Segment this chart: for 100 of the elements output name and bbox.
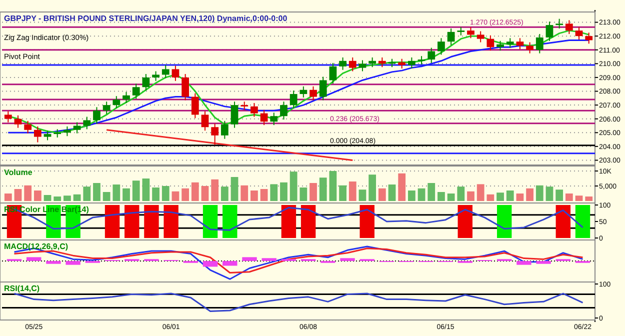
candlestick [536, 34, 544, 54]
candlestick [270, 112, 278, 126]
bar [280, 182, 288, 201]
candlestick [378, 56, 386, 68]
candlestick [358, 60, 366, 72]
bar [14, 189, 22, 201]
candlestick [182, 74, 190, 101]
chart-title: Volume [4, 168, 33, 177]
bar [122, 188, 130, 201]
bar [240, 185, 248, 201]
bar [112, 184, 120, 201]
bar [516, 194, 524, 201]
candlestick [73, 122, 81, 134]
candlestick [398, 58, 406, 69]
bar [73, 194, 81, 201]
bar [565, 194, 573, 201]
candlestick [556, 18, 564, 29]
bar [250, 190, 258, 201]
bar [300, 188, 308, 201]
candlestick [319, 76, 327, 101]
bar [54, 196, 62, 201]
bar [142, 178, 150, 201]
candlestick [300, 86, 308, 98]
candlestick [496, 40, 504, 52]
candlestick [428, 47, 436, 64]
candlestick [250, 102, 258, 118]
bar [24, 185, 32, 201]
bar [476, 184, 484, 201]
candlestick [329, 62, 337, 84]
candlestick [112, 96, 120, 110]
bar [556, 190, 564, 201]
bar [34, 190, 42, 201]
bar [486, 194, 494, 201]
bar [329, 171, 337, 201]
bar [260, 189, 268, 201]
bar [44, 195, 52, 201]
bar [93, 183, 100, 201]
bar [64, 196, 71, 201]
candlestick [348, 56, 356, 72]
candlestick [44, 130, 52, 141]
bar [438, 192, 445, 201]
bar [378, 188, 386, 201]
bar [83, 186, 91, 201]
candlestick [408, 56, 416, 69]
bar [4, 194, 12, 201]
bar [368, 174, 376, 201]
bar [536, 185, 544, 201]
candlestick [132, 83, 140, 100]
bar [506, 190, 514, 201]
bar [457, 186, 465, 201]
bar [496, 192, 504, 201]
candlestick [142, 74, 150, 92]
candlestick [280, 101, 288, 120]
bar [526, 188, 534, 201]
candlestick [102, 101, 110, 115]
bar [388, 184, 396, 201]
candlestick [438, 38, 445, 56]
bar [201, 186, 209, 201]
bar [191, 182, 199, 201]
candlestick [93, 106, 100, 124]
bar [408, 190, 416, 201]
candlestick [14, 114, 22, 128]
chart-title: GBPJPY - BRITISH POUND STERLING/JAPAN YEN,120) Dynamic,0:00-0:00 [4, 14, 288, 23]
bar [418, 188, 426, 201]
candlestick [526, 42, 534, 54]
bar [348, 182, 356, 201]
candlestick [516, 38, 524, 50]
candlestick [565, 20, 573, 35]
bar [290, 172, 298, 201]
candlestick [24, 120, 32, 134]
bar [339, 185, 346, 201]
bar [319, 178, 327, 201]
candlestick [575, 26, 583, 40]
bar [102, 192, 110, 201]
candlestick [339, 56, 346, 70]
candlestick [230, 101, 238, 128]
bar [132, 180, 140, 201]
bar [428, 183, 436, 201]
candlestick [546, 21, 554, 42]
bar [162, 186, 170, 201]
bar [467, 191, 474, 201]
candlestick [310, 86, 317, 101]
bar [358, 190, 366, 201]
candlestick [191, 92, 199, 119]
bar [270, 184, 278, 201]
candlestick [201, 110, 209, 132]
candlestick [162, 64, 170, 79]
candlestick [83, 116, 91, 130]
bar [152, 188, 160, 201]
bar [310, 183, 317, 201]
bar [182, 188, 190, 201]
candlestick [260, 109, 268, 126]
chart-title: MACD(12,26,9,C) [4, 242, 68, 251]
bar [585, 196, 593, 201]
candlestick [486, 34, 494, 52]
candlestick [447, 28, 455, 46]
candlestick [220, 120, 228, 140]
chart-title: RSI(14,C) [4, 284, 40, 293]
candlestick [476, 30, 484, 43]
candlestick [4, 110, 12, 123]
